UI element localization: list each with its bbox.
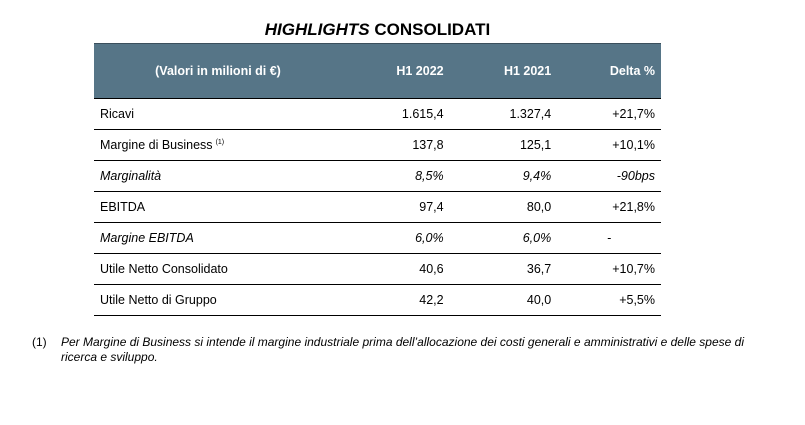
- header-delta: Delta %: [557, 43, 661, 99]
- footnote-reference: (1): [215, 139, 225, 146]
- cell-h1-2021: 80,0: [449, 191, 558, 223]
- row-label: Ricavi: [94, 98, 342, 130]
- cell-h1-2021: 9,4%: [449, 160, 558, 192]
- table-row: EBITDA 97,4 80,0 +21,8%: [94, 191, 661, 223]
- table-row: Marginalità 8,5% 9,4% -90bps: [94, 160, 661, 192]
- header-values-unit: (Valori in milioni di €): [94, 43, 342, 99]
- cell-h1-2022: 8,5%: [342, 160, 450, 192]
- page-title: HIGHLIGHTS CONSOLIDATI: [94, 19, 661, 41]
- table-row: Margine di Business (1) 137,8 125,1 +10,1…: [94, 129, 661, 161]
- cell-h1-2021: 1.327,4: [449, 98, 558, 130]
- table-row: Utile Netto Consolidato 40,6 36,7 +10,7%: [94, 253, 661, 285]
- cell-h1-2022: 1.615,4: [342, 98, 450, 130]
- row-label: Margine di Business: [100, 138, 213, 152]
- footnote-text: Per Margine di Business si intende il ma…: [61, 335, 745, 364]
- cell-h1-2021: 40,0: [449, 284, 558, 316]
- cell-h1-2022: 6,0%: [342, 222, 450, 254]
- row-label: Utile Netto di Gruppo: [94, 284, 342, 316]
- row-label: EBITDA: [94, 191, 342, 223]
- cell-h1-2021: 36,7: [449, 253, 558, 285]
- row-label: Utile Netto Consolidato: [94, 253, 342, 285]
- cell-delta: +5,5%: [557, 284, 661, 316]
- table-header-row: (Valori in milioni di €) H1 2022 H1 2021…: [94, 43, 661, 99]
- title-italic-part: HIGHLIGHTS: [264, 20, 370, 39]
- row-label: Marginalità: [94, 160, 342, 192]
- footnote: (1) Per Margine di Business si intende i…: [32, 335, 762, 365]
- cell-h1-2022: 137,8: [342, 129, 450, 161]
- cell-h1-2022: 97,4: [342, 191, 450, 223]
- highlights-table: (Valori in milioni di €) H1 2022 H1 2021…: [94, 43, 661, 316]
- cell-h1-2022: 40,6: [342, 253, 450, 285]
- cell-h1-2022: 42,2: [342, 284, 450, 316]
- cell-delta: -90bps: [557, 160, 661, 192]
- footnote-marker: (1): [32, 335, 47, 349]
- header-h1-2022: H1 2022: [342, 43, 450, 99]
- table-row: Margine EBITDA 6,0% 6,0% -: [94, 222, 661, 254]
- title-normal-part: CONSOLIDATI: [374, 20, 491, 39]
- cell-delta: +21,7%: [557, 98, 661, 130]
- cell-delta: +10,1%: [557, 129, 661, 161]
- table-row: Ricavi 1.615,4 1.327,4 +21,7%: [94, 98, 661, 130]
- table-row: Utile Netto di Gruppo 42,2 40,0 +5,5%: [94, 284, 661, 316]
- row-label: Margine EBITDA: [94, 222, 342, 254]
- row-label-cell: Margine di Business (1): [94, 129, 342, 161]
- cell-h1-2021: 125,1: [449, 129, 558, 161]
- cell-delta: -: [557, 222, 661, 254]
- cell-delta: +21,8%: [557, 191, 661, 223]
- header-h1-2021: H1 2021: [449, 43, 558, 99]
- cell-delta: +10,7%: [557, 253, 661, 285]
- cell-h1-2021: 6,0%: [449, 222, 558, 254]
